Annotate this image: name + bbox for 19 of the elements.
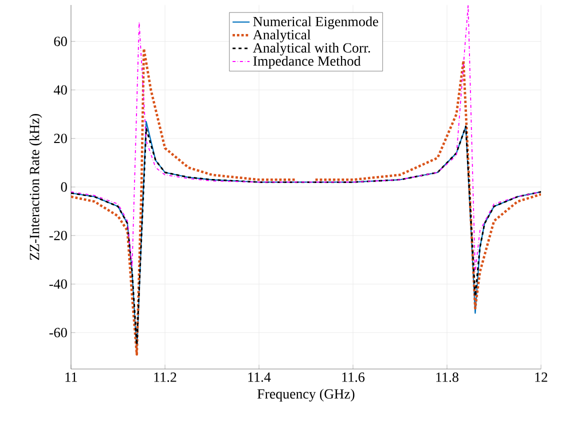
y-tick-label: -40 — [49, 279, 67, 289]
x-tick-label: 11 — [66, 372, 77, 382]
y-tick-label: 60 — [54, 36, 67, 46]
y-axis-title: ZZ-Interaction Rate (kHz) — [29, 114, 42, 260]
legend-label: Analytical — [252, 30, 311, 42]
y-tick-label: 40 — [54, 85, 67, 95]
x-tick-label: 11.4 — [248, 372, 271, 382]
y-tick-label: -20 — [49, 230, 67, 240]
legend-label: Analytical with Corr. — [252, 42, 370, 56]
x-axis-title: Frequency (GHz) — [257, 388, 354, 402]
x-tick-label: 12 — [535, 372, 548, 382]
y-tick-label: 0 — [61, 182, 67, 192]
x-tick-label: 11.6 — [342, 372, 365, 382]
y-tick-label: 20 — [54, 134, 67, 144]
x-tick-label: 11.8 — [436, 372, 458, 382]
y-tick-label: -60 — [49, 328, 67, 338]
legend-label: Numerical Eigenmode — [253, 16, 378, 30]
x-tick-label: 11.2 — [154, 372, 176, 382]
legend-label: Impedance Method — [253, 56, 361, 69]
